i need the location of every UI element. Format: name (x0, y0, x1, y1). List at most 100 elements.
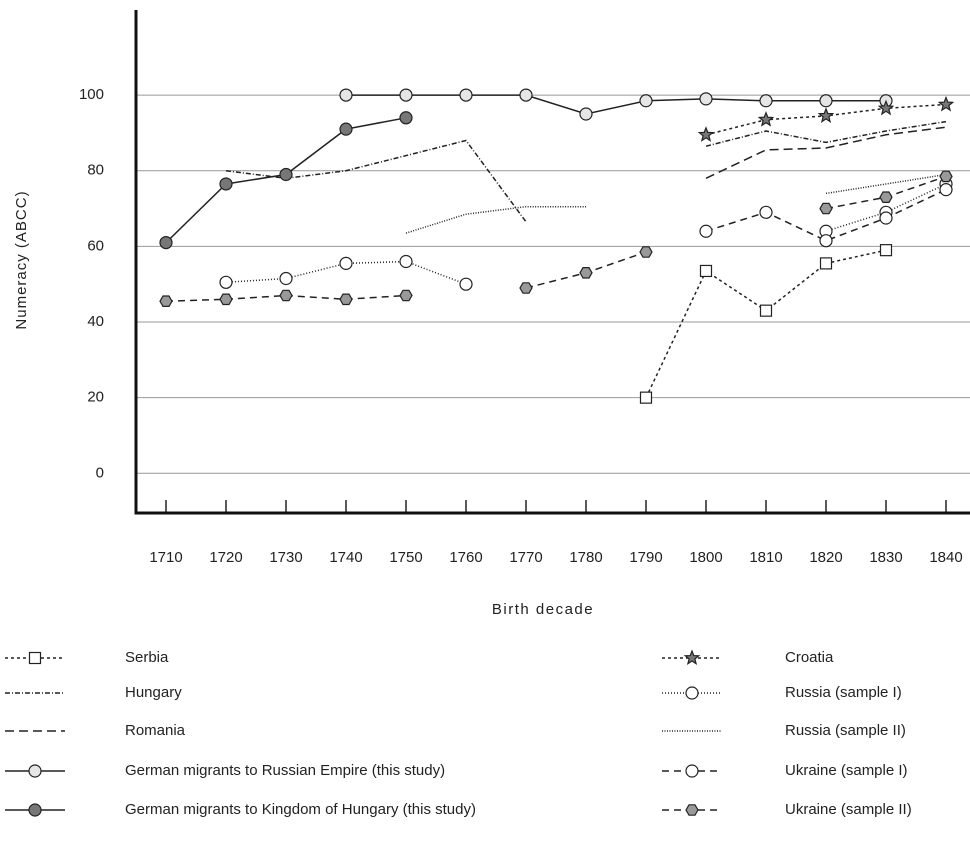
x-tick-label: 1820 (809, 549, 842, 566)
legend-item: Russia (sample II) (662, 722, 906, 739)
marker (817, 107, 835, 123)
marker (28, 764, 42, 778)
marker (685, 686, 699, 700)
marker (399, 254, 413, 269)
marker (159, 235, 173, 250)
marker (939, 183, 953, 197)
legend-item: Croatia (662, 649, 834, 666)
marker (683, 649, 701, 666)
marker (879, 244, 893, 257)
legend-label: Croatia (785, 649, 834, 666)
series-line (346, 94, 886, 115)
series-line (705, 188, 947, 242)
marker (759, 94, 773, 108)
marker (759, 205, 773, 219)
x-tick-label: 1830 (869, 549, 902, 566)
marker (219, 293, 233, 306)
marker (339, 293, 353, 306)
y-tick-label: 100 (79, 86, 104, 103)
legend-label: Ukraine (sample II) (785, 801, 912, 818)
legend-label-box: Croatia (785, 649, 834, 666)
legend-label-box: Russia (sample II) (785, 722, 906, 739)
series-line (225, 120, 947, 223)
marker (279, 167, 293, 182)
y-tick-label: 20 (87, 389, 104, 406)
legend-label: Serbia (125, 649, 169, 666)
marker (519, 282, 533, 294)
legend-item: Hungary (5, 684, 182, 701)
legend-label-box: Serbia (125, 649, 169, 666)
marker (699, 264, 713, 278)
marker (819, 202, 833, 215)
marker (279, 289, 293, 302)
legend-label-box: Ukraine (sample II) (785, 801, 912, 818)
marker (459, 88, 473, 102)
legend-label-box: Russia (sample I) (785, 684, 902, 701)
x-tick-label: 1720 (209, 549, 242, 566)
series-line (705, 126, 947, 179)
marker (399, 289, 413, 302)
legend-item: Russia (sample I) (662, 684, 902, 701)
legend-label: Ukraine (sample I) (785, 762, 908, 779)
legend-label-box: German migrants to Kingdom of Hungary (t… (125, 801, 476, 818)
marker (279, 271, 293, 286)
legend-item: Romania (5, 722, 186, 739)
marker (685, 764, 699, 778)
marker (399, 88, 413, 102)
y-tick-label: 0 (96, 464, 104, 481)
legend-label: German migrants to Russian Empire (this … (125, 762, 446, 779)
legend-item: Serbia (5, 649, 169, 666)
marker (519, 88, 533, 102)
marker (877, 99, 895, 116)
marker (159, 295, 173, 307)
marker (639, 391, 653, 404)
y-tick-label: 60 (87, 237, 104, 254)
legend-label-box: German migrants to Russian Empire (this … (125, 762, 446, 779)
legend-label: Russia (sample I) (785, 684, 902, 701)
marker (28, 803, 42, 817)
marker (879, 211, 893, 225)
marker (699, 224, 713, 238)
marker (819, 234, 833, 248)
marker (759, 304, 773, 317)
marker (28, 651, 42, 665)
legend-label-box: Hungary (125, 684, 182, 701)
series-line (405, 173, 947, 234)
x-tick-label: 1790 (629, 549, 662, 566)
legend-label-box: Ukraine (sample I) (785, 762, 908, 779)
x-tick-label: 1810 (749, 549, 782, 566)
y-tick-label: 80 (87, 162, 104, 179)
marker (819, 257, 833, 270)
legend-label: German migrants to Kingdom of Hungary (t… (125, 801, 476, 818)
marker (699, 92, 713, 106)
legend-label: Romania (125, 722, 186, 739)
x-tick-label: 1750 (389, 549, 422, 566)
marker (757, 111, 775, 127)
x-tick-label: 1760 (449, 549, 482, 566)
x-tick-label: 1840 (929, 549, 962, 566)
x-tick-label: 1740 (329, 549, 362, 566)
x-axis-label: Birth decade (492, 601, 594, 618)
marker (219, 177, 233, 191)
x-tick-label: 1710 (149, 549, 182, 566)
marker (819, 94, 833, 108)
legend-item: German migrants to Kingdom of Hungary (t… (5, 801, 476, 818)
marker (939, 170, 953, 183)
marker (697, 126, 715, 142)
y-tick-label: 40 (87, 313, 104, 330)
marker (219, 275, 233, 289)
marker (579, 107, 593, 121)
marker (639, 246, 653, 258)
series-line (645, 249, 887, 399)
x-tick-label: 1730 (269, 549, 302, 566)
marker (399, 111, 413, 125)
legend-item: Ukraine (sample I) (662, 762, 908, 779)
x-tick-label: 1800 (689, 549, 722, 566)
legend-label: Hungary (125, 684, 182, 701)
marker (685, 804, 699, 816)
legend-label-box: Romania (125, 722, 186, 739)
marker (339, 122, 353, 136)
marker (459, 277, 473, 291)
marker (339, 88, 353, 102)
